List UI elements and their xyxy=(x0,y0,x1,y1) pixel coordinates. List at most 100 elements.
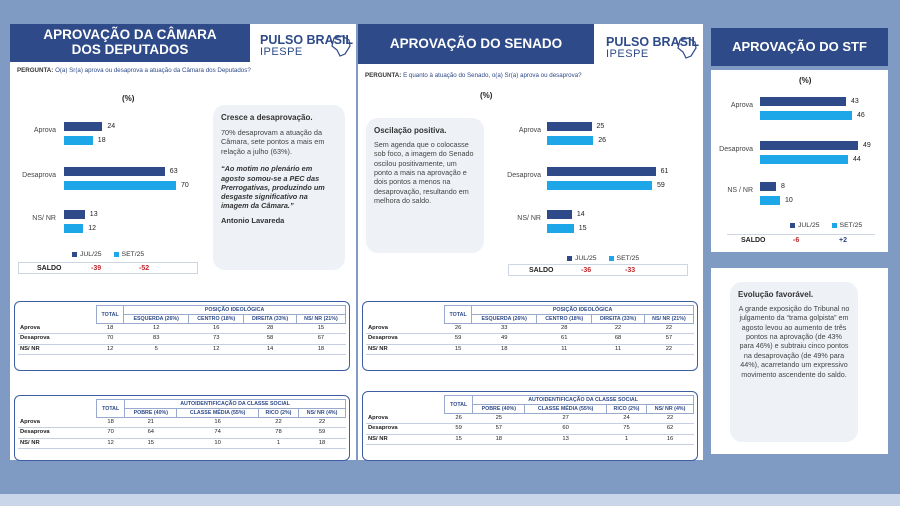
th-group: POSIÇÃO IDEOLÓGICA xyxy=(471,304,694,316)
table-cell: 1 xyxy=(258,438,299,449)
note-title: Oscilação positiva. xyxy=(374,126,447,135)
table-cell: 15 xyxy=(444,344,472,355)
legend-jul-label: JUL/25 xyxy=(798,222,820,229)
legend-set: SET/25 xyxy=(608,255,640,262)
table-cell: 15 xyxy=(124,438,177,449)
th-blank xyxy=(18,306,97,315)
category-label: NS / NR xyxy=(727,187,753,194)
th-blank xyxy=(366,306,445,315)
bar-jul xyxy=(64,210,85,219)
note-author: Antonio Lavareda xyxy=(221,216,285,225)
brazil-map-icon xyxy=(331,35,351,57)
row-label: Aprova xyxy=(366,323,445,335)
bar-jul xyxy=(547,210,572,219)
data-label: 70 xyxy=(181,182,189,189)
table-row: NS/ NR 15 18 13 1 16 xyxy=(366,434,694,445)
legend-set-label: SET/25 xyxy=(616,255,640,262)
category-label: Aprova xyxy=(518,127,541,134)
table-cell: 16 xyxy=(176,417,259,429)
question-label: PERGUNTA: xyxy=(17,67,54,74)
table-row: NS/ NR 12 15 10 1 18 xyxy=(18,438,346,449)
note-body: Sem agenda que o colocasse sob foco, a i… xyxy=(374,140,474,206)
category-label: Desaprova xyxy=(22,172,56,179)
senado-note: Oscilação positiva. Sem agenda que o col… xyxy=(366,118,484,253)
table-cell: 22 xyxy=(644,323,694,335)
question-text: E quanto à atuação do Senado, o(a) Sr(a)… xyxy=(403,72,582,79)
th-col: ESQUERDA (26%) xyxy=(123,314,190,325)
saldo-set: -33 xyxy=(625,266,636,274)
table-cell: 15 xyxy=(296,323,346,335)
saldo-label: SALDO xyxy=(529,266,554,274)
note-body: 70% desaprovam a atuação da Câmara, sete… xyxy=(221,128,325,156)
table-cell: 10 xyxy=(176,438,259,449)
data-label: 12 xyxy=(88,225,96,232)
table-cell: 5 xyxy=(123,344,189,355)
bar-set xyxy=(547,181,653,190)
saldo-jul: -36 xyxy=(581,266,592,274)
stf-legend: JUL/25 SET/25 xyxy=(790,222,862,229)
table-cell: 11 xyxy=(536,344,592,355)
camara-title: APROVAÇÃO DA CÂMARA DOS DEPUTADOS xyxy=(10,24,250,62)
table-cell: 64 xyxy=(124,427,177,439)
table-cell: 28 xyxy=(243,323,297,335)
bar-set xyxy=(547,224,574,233)
th-col: RICO (2%) xyxy=(257,408,300,419)
legend-set-label: SET/25 xyxy=(839,222,863,229)
table-row: Desaprova 70 64 74 78 59 xyxy=(18,427,346,439)
table-cell: 26 xyxy=(444,413,473,425)
table-row: Desaprova 59 57 60 75 62 xyxy=(366,423,694,435)
table-cell: 18 xyxy=(472,434,525,445)
logo-text: PULSO BRASIL xyxy=(606,35,700,49)
table-cell: 18 xyxy=(298,438,346,449)
th-blank xyxy=(366,396,445,405)
table-cell: 24 xyxy=(606,413,647,425)
th-blank xyxy=(18,409,97,418)
th-col: POBRE (40%) xyxy=(124,408,178,419)
th-group: AUTOIDENTIFICAÇÃO DA CLASSE SOCIAL xyxy=(124,398,346,410)
saldo-set: +2 xyxy=(839,237,847,244)
table-cell: 28 xyxy=(536,323,592,335)
stf-title: APROVAÇÃO DO STF xyxy=(711,28,888,66)
category-label: Desaprova xyxy=(507,172,541,179)
data-label: 61 xyxy=(660,168,669,175)
data-label: 43 xyxy=(851,98,859,105)
note-body: A grande exposição do Tribunal no julgam… xyxy=(738,304,850,379)
th-total: TOTAL xyxy=(96,304,125,325)
legend-jul: JUL/25 xyxy=(567,255,597,262)
th-total: TOTAL xyxy=(444,394,474,415)
th-total: TOTAL xyxy=(444,304,473,325)
category-label: Aprova xyxy=(33,127,56,134)
table-cell: 22 xyxy=(298,417,346,429)
camara-saldo: SALDO -39 -52 xyxy=(18,262,198,274)
table-cell: 12 xyxy=(123,323,189,335)
table-cell: 67 xyxy=(296,333,346,345)
legend-set: SET/25 xyxy=(113,251,144,258)
row-label: NS/ NR xyxy=(18,438,97,449)
legend-set: SET/25 xyxy=(831,222,863,229)
bar-set xyxy=(64,181,176,190)
table-cell: 62 xyxy=(646,423,694,435)
table-cell: 1 xyxy=(606,434,647,445)
camara-legend: JUL/25 SET/25 xyxy=(72,251,144,258)
bar-jul xyxy=(547,167,656,176)
category-label: NS/ NR xyxy=(32,215,56,222)
table-cell: 75 xyxy=(606,423,647,435)
th-col: CLASSE MÉDIA (55%) xyxy=(176,408,259,419)
table-row: Desaprova 59 49 61 68 57 xyxy=(366,333,694,345)
th-group: POSIÇÃO IDEOLÓGICA xyxy=(123,304,346,316)
note-quote: “Ao motim no plenário em agosto somou-se… xyxy=(221,164,325,210)
camara-class-table: TOTAL AUTOIDENTIFICAÇÃO DA CLASSE SOCIAL … xyxy=(14,395,350,461)
bar-jul xyxy=(760,182,776,191)
stf-pct-label: (%) xyxy=(799,76,812,85)
data-label: 46 xyxy=(857,112,865,119)
data-label: 15 xyxy=(578,225,587,232)
bar-jul xyxy=(760,141,858,150)
brazil-map-icon xyxy=(677,37,697,59)
bar-set xyxy=(760,155,848,164)
table-cell: 25 xyxy=(472,413,525,425)
bar-set xyxy=(64,224,84,233)
table-cell: 14 xyxy=(243,344,297,355)
th-total: TOTAL xyxy=(96,398,126,419)
table-cell: 70 xyxy=(96,427,125,439)
th-col: RICO (2%) xyxy=(605,404,648,415)
